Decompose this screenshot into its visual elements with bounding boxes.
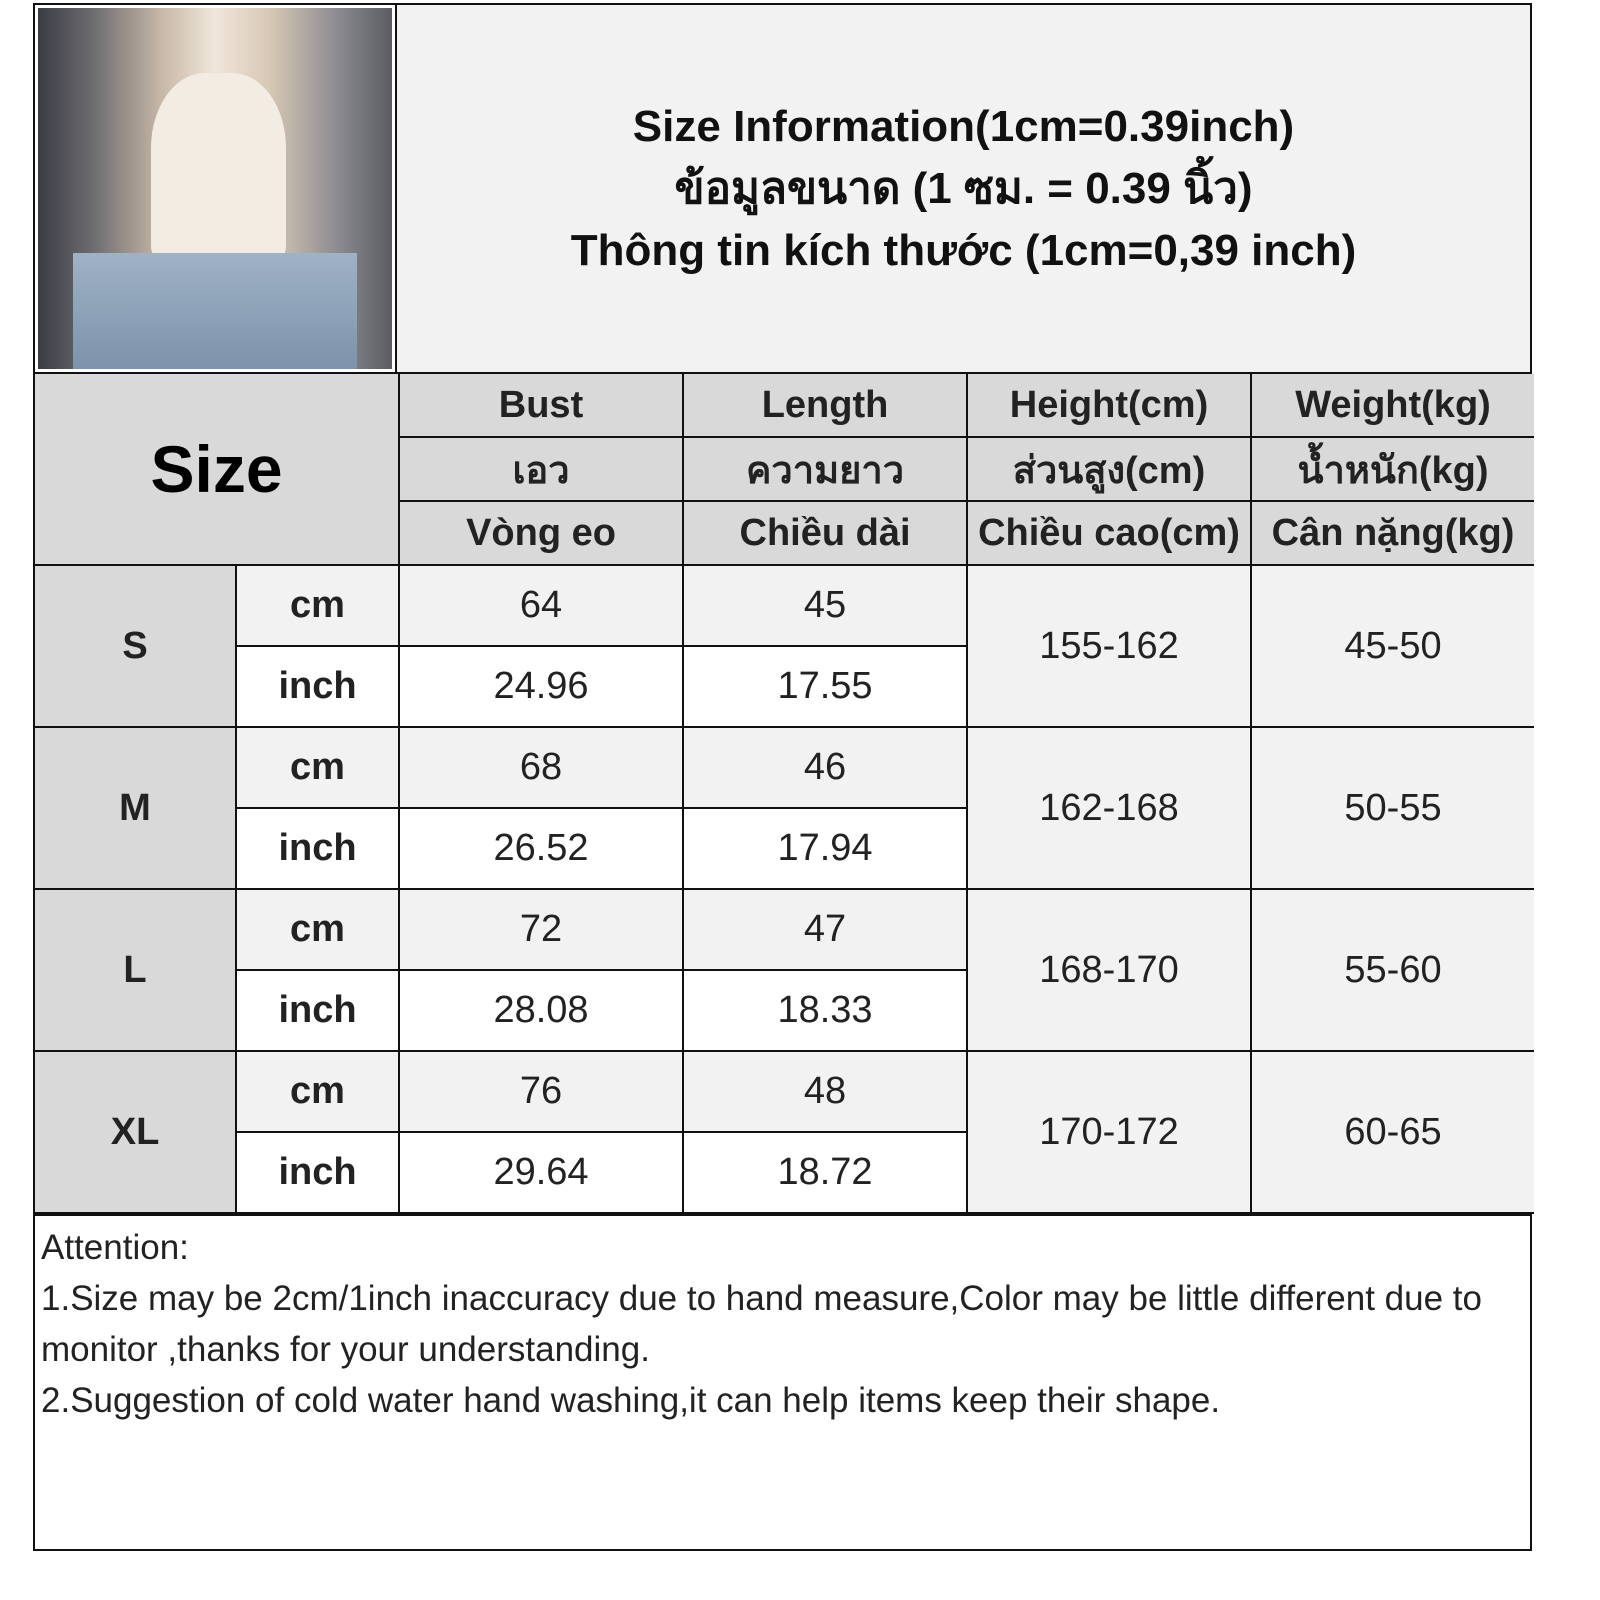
size-chart: Size Information(1cm=0.39inch) ข้อมูลขนา… (33, 3, 1535, 1551)
title-vietnamese: Thông tin kích thước (1cm=0,39 inch) (570, 225, 1357, 275)
col-length-th: ความยาว (682, 436, 969, 502)
bust-cm: 76 (398, 1050, 685, 1133)
table-row-inch: inch 29.64 18.72 (35, 1131, 1534, 1214)
unit-cm: cm (234, 888, 401, 971)
bust-inch: 29.64 (398, 1131, 685, 1214)
col-weight-th: น้ำหนัก(kg) (1250, 436, 1535, 502)
size-label: XL (35, 1050, 237, 1214)
height-range: 170-172 (966, 1050, 1253, 1214)
title-thai: ข้อมูลขนาด (1 ซม. = 0.39 นิ้ว) (674, 163, 1253, 213)
unit-cm: cm (234, 564, 401, 647)
unit-inch: inch (236, 969, 401, 1052)
col-height-th: ส่วนสูง(cm) (966, 436, 1253, 502)
table-row-cm: XL cm 76 48 170-172 60-65 (35, 1050, 1535, 1214)
size-header: Size (35, 374, 401, 566)
table-row-inch: inch 24.96 17.55 (35, 645, 1534, 728)
unit-cm: cm (234, 1050, 401, 1133)
col-height-vi: Chiều cao(cm) (966, 500, 1253, 566)
length-inch: 17.55 (682, 645, 968, 728)
col-length-vi: Chiều dài (682, 500, 969, 566)
length-cm: 48 (682, 1050, 969, 1133)
product-photo (35, 5, 397, 372)
table-row-inch: inch 28.08 18.33 (35, 969, 1534, 1052)
title-english: Size Information(1cm=0.39inch) (632, 101, 1295, 151)
weight-range: 50-55 (1250, 726, 1535, 890)
weight-range: 45-50 (1250, 564, 1535, 728)
col-height-en: Height(cm) (966, 374, 1253, 438)
height-range: 168-170 (966, 888, 1253, 1052)
bust-cm: 72 (398, 888, 685, 971)
length-inch: 18.33 (682, 969, 968, 1052)
notes-heading: Attention: (41, 1228, 189, 1267)
col-bust-th: เอว (399, 436, 685, 502)
size-info-title: Size Information(1cm=0.39inch) ข้อมูลขนา… (397, 5, 1530, 372)
size-label: L (35, 888, 237, 1052)
unit-inch: inch (236, 1131, 401, 1214)
tank-top-shape (151, 72, 286, 261)
col-weight-en: Weight(kg) (1250, 374, 1535, 438)
size-label: M (35, 726, 237, 890)
table-row-inch: inch 26.52 17.94 (35, 807, 1534, 890)
unit-inch: inch (236, 645, 401, 728)
col-length-en: Length (682, 374, 969, 438)
note-2: 2.Suggestion of cold water hand washing,… (41, 1381, 1221, 1420)
length-cm: 47 (682, 888, 969, 971)
chart-header: Size Information(1cm=0.39inch) ข้อมูลขนา… (35, 5, 1530, 374)
bust-cm: 68 (398, 726, 685, 809)
bust-inch: 24.96 (398, 645, 685, 728)
product-image (38, 8, 392, 369)
bust-inch: 28.08 (398, 969, 685, 1052)
col-weight-vi: Cân nặng(kg) (1250, 500, 1535, 566)
bust-inch: 26.52 (398, 807, 685, 890)
jeans-shape (73, 253, 357, 369)
col-bust-en: Bust (398, 374, 685, 438)
attention-notes: Attention: 1.Size may be 2cm/1inch inacc… (35, 1214, 1530, 1549)
col-bust-vi: Vòng eo (399, 500, 685, 566)
size-label: S (35, 564, 237, 728)
height-range: 162-168 (966, 726, 1253, 890)
unit-cm: cm (234, 726, 401, 809)
bust-cm: 64 (398, 564, 685, 647)
unit-inch: inch (236, 807, 401, 890)
length-inch: 17.94 (682, 807, 968, 890)
size-table: Size Bust Length Height(cm) Weight(kg) เ… (35, 374, 1535, 1214)
weight-range: 55-60 (1250, 888, 1535, 1052)
height-range: 155-162 (966, 564, 1253, 728)
length-cm: 45 (682, 564, 969, 647)
length-cm: 46 (682, 726, 969, 809)
length-inch: 18.72 (682, 1131, 968, 1214)
note-1: 1.Size may be 2cm/1inch inaccuracy due t… (41, 1279, 1482, 1369)
weight-range: 60-65 (1250, 1050, 1535, 1214)
